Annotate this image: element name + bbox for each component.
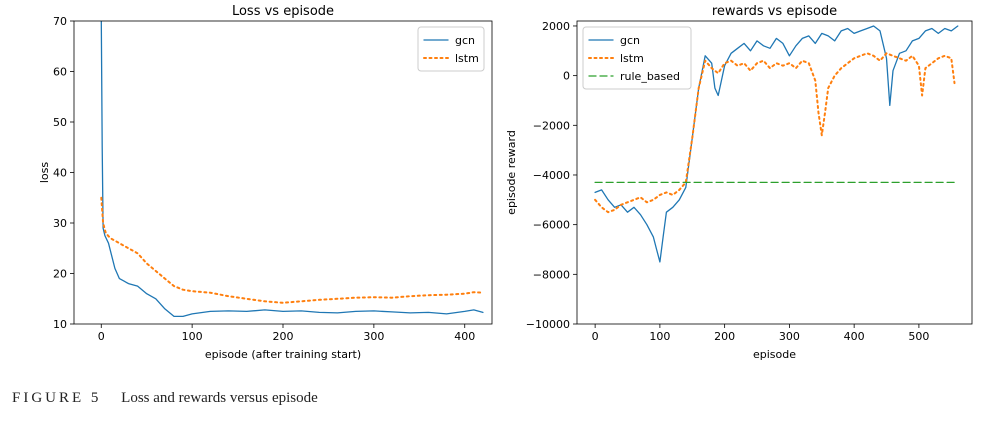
figure-caption: FIGURE 5 Loss and rewards versus episode: [12, 390, 318, 407]
y-tick-label: 20: [53, 268, 67, 281]
y-tick-label: −6000: [533, 219, 570, 232]
x-tick-label: 400: [454, 330, 475, 343]
legend-label-lstm: lstm: [620, 52, 644, 65]
x-axis-label: episode: [753, 348, 796, 361]
legend-box: [582, 26, 692, 90]
y-tick-label: −8000: [533, 268, 570, 281]
y-tick-label: 40: [53, 167, 67, 180]
plot-frame: [576, 20, 973, 325]
x-tick-label: 400: [844, 330, 865, 343]
y-tick-label: 30: [53, 217, 67, 230]
y-tick-label: −4000: [533, 169, 570, 182]
x-tick-label: 100: [649, 330, 670, 343]
x-tick-label: 100: [182, 330, 203, 343]
series-line-gcn: [594, 25, 959, 263]
legend-label-lstm: lstm: [455, 52, 479, 65]
charts-figure: Loss vs episode 0 100 200 300 400 10 20 30 40 50 60…: [38, 4, 973, 361]
chart-title: rewards vs episode: [712, 4, 837, 19]
series-line-lstm: [100, 196, 484, 304]
y-axis-label: episode reward: [505, 130, 518, 215]
chart-title: Loss vs episode: [232, 4, 334, 19]
y-tick-label: 2000: [542, 20, 570, 33]
y-tick-label: 50: [53, 116, 67, 129]
x-tick-label: 0: [98, 330, 105, 343]
chart-1: Loss vs episode 0 100 200 300 400 10 20 30 40 50 60…: [38, 4, 493, 361]
y-tick-label: −2000: [533, 119, 570, 132]
figure-caption-text: Loss and rewards versus episode: [121, 390, 318, 406]
series-line-gcn: [100, 21, 484, 318]
legend-label-gcn: gcn: [620, 34, 640, 47]
x-tick-label: 300: [363, 330, 384, 343]
legend-label-rule_based: rule_based: [620, 70, 680, 83]
y-tick-label: 70: [53, 15, 67, 28]
plot-frame: [73, 20, 493, 325]
x-tick-label: 200: [714, 330, 735, 343]
legend-box: [417, 26, 485, 72]
y-tick-label: 0: [563, 70, 570, 83]
y-axis-label: loss: [38, 162, 51, 184]
y-tick-label: 10: [53, 318, 67, 331]
x-tick-label: 0: [592, 330, 599, 343]
legend-label-gcn: gcn: [455, 34, 475, 47]
chart-2: rewards vs episode 0 100 200 300 400 500 −10000…: [505, 4, 973, 361]
x-axis-label: episode (after training start): [205, 348, 361, 361]
x-tick-label: 200: [273, 330, 294, 343]
x-tick-label: 500: [908, 330, 929, 343]
y-tick-label: −10000: [526, 318, 570, 331]
figure-caption-label: FIGURE 5: [12, 390, 102, 406]
x-tick-label: 300: [779, 330, 800, 343]
y-tick-label: 60: [53, 66, 67, 79]
series-line-lstm: [594, 52, 956, 214]
